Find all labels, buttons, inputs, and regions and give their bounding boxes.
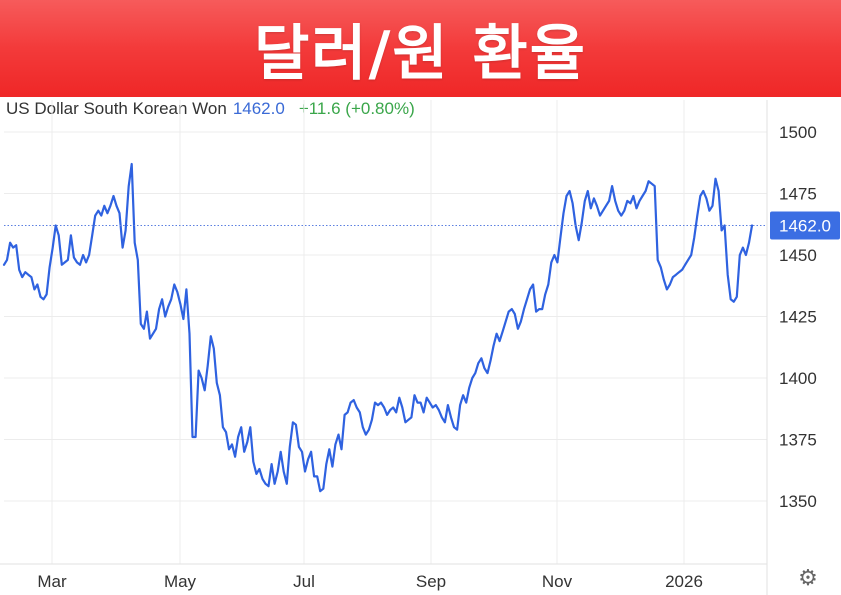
x-tick-label: May bbox=[164, 572, 197, 591]
price-change: +11.6 (+0.80%) bbox=[298, 99, 415, 118]
last-price-label: 1462.0 bbox=[779, 216, 831, 235]
x-tick-label: Nov bbox=[542, 572, 573, 591]
instrument-name: US Dollar South Korean Won bbox=[6, 99, 227, 118]
banner-title: 달러/원 환율 bbox=[254, 19, 587, 89]
title-banner: 달러/원 환율 bbox=[0, 0, 841, 97]
y-tick-label: 1450 bbox=[779, 246, 817, 265]
y-tick-label: 1350 bbox=[779, 492, 817, 511]
quote-header: US Dollar South Korean Won 1462.0 +11.6 (+… bbox=[6, 99, 415, 119]
series-line bbox=[2, 162, 754, 493]
current-price: 1462.0 bbox=[232, 99, 285, 118]
y-tick-label: 1475 bbox=[779, 185, 817, 204]
y-tick-label: 1375 bbox=[779, 431, 817, 450]
last-price-badge bbox=[770, 211, 840, 240]
y-tick-label: 1425 bbox=[779, 308, 817, 327]
x-tick-label: Sep bbox=[416, 572, 446, 591]
x-tick-label: Jul bbox=[293, 572, 315, 591]
x-tick-label: 2026 bbox=[665, 572, 703, 591]
y-tick-label: 1400 bbox=[779, 369, 817, 388]
x-tick-label: Mar bbox=[37, 572, 67, 591]
gear-icon[interactable]: ⚙ bbox=[798, 566, 818, 591]
y-tick-label: 1500 bbox=[779, 123, 817, 142]
